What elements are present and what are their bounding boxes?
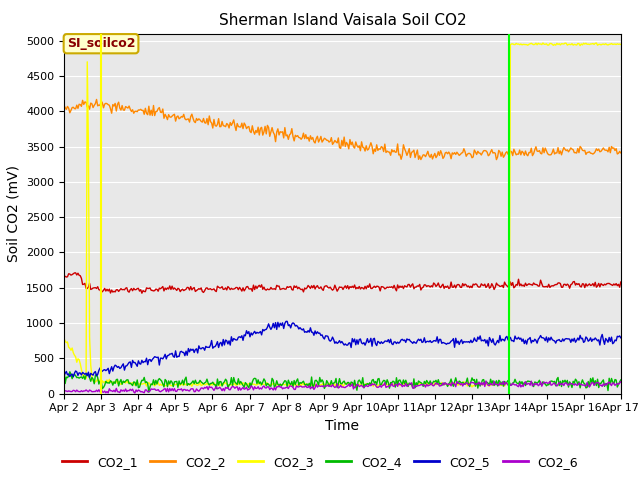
CO2_3 [234, 382, 241, 388]
CO2_5 [298, 326, 305, 332]
CO2_6 [482, 378, 490, 384]
CO2_2 [617, 150, 625, 156]
CO2_5 [86, 374, 93, 380]
CO2_3 [60, 336, 68, 341]
CO2_2 [93, 96, 100, 102]
CO2_1 [374, 283, 381, 289]
CO2_3 [295, 383, 303, 389]
CO2_6 [131, 390, 139, 396]
CO2_4 [234, 376, 242, 382]
CO2_4 [470, 377, 478, 383]
CO2_1 [60, 275, 68, 280]
CO2_6 [399, 383, 407, 388]
CO2_5 [374, 338, 381, 344]
Line: CO2_2: CO2_2 [64, 99, 621, 160]
CO2_3 [373, 384, 381, 390]
X-axis label: Time: Time [325, 419, 360, 433]
CO2_5 [472, 337, 479, 343]
CO2_5 [401, 337, 408, 343]
CO2_4 [296, 380, 304, 385]
CO2_1 [72, 270, 79, 276]
CO2_1 [298, 287, 305, 292]
CO2_3 [399, 381, 407, 386]
CO2_2 [296, 135, 304, 141]
CO2_2 [470, 147, 478, 153]
CO2_6 [568, 381, 576, 387]
Line: CO2_1: CO2_1 [64, 273, 621, 293]
CO2_4 [617, 377, 625, 383]
CO2_3 [539, 40, 547, 46]
CO2_6 [373, 384, 381, 390]
CO2_2 [568, 146, 576, 152]
CO2_4 [399, 377, 407, 383]
Y-axis label: Soil CO2 (mV): Soil CO2 (mV) [6, 165, 20, 262]
CO2_5 [234, 335, 242, 340]
CO2_6 [470, 381, 478, 386]
CO2_1 [401, 283, 408, 288]
CO2_1 [138, 290, 146, 296]
CO2_6 [60, 388, 68, 394]
CO2_3 [372, 382, 380, 387]
CO2_6 [234, 387, 242, 393]
Legend: CO2_1, CO2_2, CO2_3, CO2_4, CO2_5, CO2_6: CO2_1, CO2_2, CO2_3, CO2_4, CO2_5, CO2_6 [57, 451, 583, 474]
Line: CO2_5: CO2_5 [64, 321, 621, 377]
CO2_2 [60, 103, 68, 108]
CO2_1 [617, 279, 625, 285]
CO2_4 [567, 381, 575, 387]
CO2_3 [568, 41, 576, 47]
CO2_2 [234, 123, 242, 129]
CO2_5 [282, 318, 290, 324]
CO2_2 [373, 142, 381, 148]
Line: CO2_3: CO2_3 [64, 43, 621, 387]
CO2_1 [236, 285, 243, 290]
Line: CO2_6: CO2_6 [64, 381, 621, 393]
Title: Sherman Island Vaisala Soil CO2: Sherman Island Vaisala Soil CO2 [219, 13, 466, 28]
CO2_5 [568, 336, 576, 342]
CO2_3 [470, 383, 478, 389]
CO2_2 [493, 157, 500, 163]
CO2_3 [617, 42, 625, 48]
CO2_4 [145, 389, 153, 395]
Line: CO2_4: CO2_4 [64, 368, 621, 392]
CO2_4 [60, 365, 68, 371]
CO2_4 [373, 382, 381, 387]
CO2_2 [399, 142, 407, 148]
CO2_1 [568, 281, 576, 287]
CO2_5 [617, 335, 625, 341]
CO2_1 [472, 281, 479, 287]
CO2_5 [60, 372, 68, 378]
CO2_6 [617, 379, 625, 384]
CO2_6 [296, 383, 304, 389]
Text: SI_soilco2: SI_soilco2 [67, 37, 135, 50]
